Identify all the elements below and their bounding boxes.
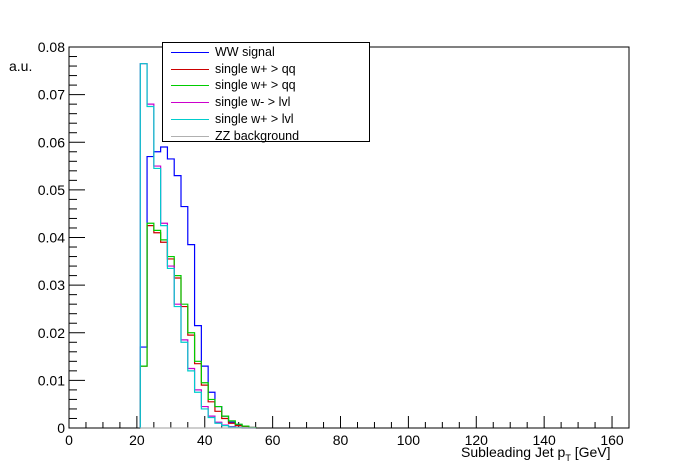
x-tick-label: 140 [532,432,556,448]
x-axis-title-subscript: T [565,452,571,463]
y-tick-label: 0.06 [38,134,65,150]
series-group [139,63,257,429]
y-tick-label: 0.02 [38,325,65,341]
legend-label: single w+ > qq [215,78,296,93]
x-axis-title: Subleading Jet pT [GeV] [461,444,611,463]
legend-entry: WW signal [163,44,369,61]
series-line-0 [139,146,257,429]
legend-entry: single w+ > lvl [163,111,369,128]
x-axis-title-main: Subleading Jet p [461,444,566,460]
x-axis-title-unit: [GeV] [574,444,611,460]
x-tick-label: 80 [333,432,349,448]
legend-label: single w+ > lvl [215,111,294,126]
series-line-1 [139,224,257,429]
legend-swatch [171,68,209,70]
legend: WW signal single w+ > qq single w+ > qq sin… [162,42,370,145]
y-tick-label: 0.04 [38,230,65,246]
legend-swatch [171,85,209,87]
legend-swatch [171,102,209,104]
legend-label: single w- > lvl [215,95,291,110]
x-tick-label: 100 [397,432,421,448]
x-tick-label: 60 [265,432,281,448]
x-tick-label: 40 [197,432,213,448]
legend-label: single w+ > qq [215,61,296,76]
y-tick-label: 0.07 [38,87,65,103]
legend-swatch [171,118,209,120]
series-line-2 [139,222,257,429]
y-tick-label: 0 [57,420,65,436]
x-tick-label: 20 [129,432,145,448]
series-line-4 [139,63,256,429]
legend-entry: single w- > lvl [163,94,369,111]
legend-entry: single w+ > qq [163,61,369,78]
legend-entry: ZZ background [163,128,369,145]
x-tick-label: 120 [465,432,489,448]
y-tick-label: 0.03 [38,277,65,293]
legend-swatch [171,135,209,137]
y-tick-label: 0.01 [38,372,65,388]
y-tick-label: 0.05 [38,182,65,198]
x-tick-label: 0 [65,432,73,448]
legend-label: ZZ background [215,128,300,143]
legend-entry: single w+ > qq [163,77,369,94]
y-tick-label: 0.08 [38,39,65,55]
y-axis-title: a.u. [9,58,33,74]
y-axis-ticks: 0 0.01 0.02 0.03 0.04 0.05 0.06 0.07 0.08 [38,39,85,436]
legend-label: WW signal [215,45,275,59]
x-tick-label: 160 [600,432,624,448]
legend-swatch [171,52,209,53]
